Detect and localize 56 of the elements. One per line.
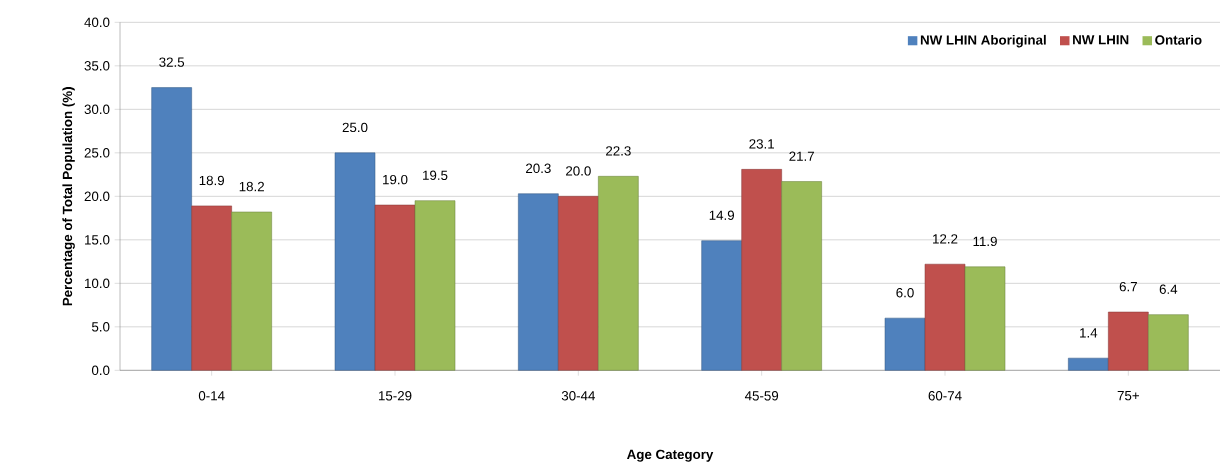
bar — [598, 176, 639, 371]
data-label: 20.0 — [566, 166, 591, 176]
x-tick-label: 75+ — [1117, 391, 1139, 401]
data-label: 22.3 — [606, 146, 631, 156]
y-tick-label: 35.0 — [84, 61, 110, 71]
data-label: 6.0 — [896, 287, 914, 298]
legend-label: NW LHIN — [1073, 35, 1129, 45]
y-tick-label: 0.0 — [91, 365, 110, 376]
bar — [781, 181, 822, 371]
x-tick-label: 15-29 — [378, 391, 412, 401]
bar — [884, 317, 926, 371]
y-tick-label: 25.0 — [84, 148, 110, 158]
data-label: 32.5 — [159, 57, 185, 67]
x-tick-label: 60-74 — [928, 391, 962, 401]
data-label: 20.3 — [526, 163, 551, 174]
y-axis-title: Percentage of Total Population (%) — [62, 87, 75, 306]
data-label: 6.4 — [1159, 284, 1178, 294]
bar — [334, 152, 376, 371]
x-tick-label: 0-14 — [198, 391, 225, 401]
bar — [191, 205, 232, 371]
bar — [414, 200, 456, 371]
x-axis-title: Age Category — [627, 449, 714, 462]
data-label: 18.2 — [239, 181, 264, 192]
bar — [558, 196, 599, 371]
bar — [151, 87, 192, 371]
bar — [374, 204, 416, 371]
bar — [1148, 314, 1189, 371]
bar — [1068, 357, 1109, 371]
data-label: 23.1 — [749, 139, 775, 149]
data-label: 21.7 — [789, 151, 814, 161]
y-tick-label: 20.0 — [84, 191, 110, 202]
data-label: 19.0 — [383, 174, 408, 185]
data-label: 25.0 — [342, 122, 368, 133]
legend-label: Ontario — [1155, 34, 1202, 45]
x-tick-label: 45-59 — [744, 391, 779, 401]
data-label: 19.5 — [423, 170, 448, 180]
bar — [1108, 311, 1149, 371]
y-tick-label: 30.0 — [84, 104, 110, 115]
data-label: 11.9 — [973, 236, 997, 247]
bar — [741, 169, 782, 371]
bar — [231, 211, 272, 371]
x-tick-label: 30-44 — [561, 391, 595, 401]
data-label: 18.9 — [199, 175, 225, 186]
bar — [924, 263, 966, 371]
y-tick-label: 15.0 — [85, 235, 110, 245]
legend-label: NW LHIN Aboriginal — [920, 34, 1046, 48]
data-label: 12.2 — [933, 234, 958, 244]
y-tick-label: 40.0 — [84, 17, 110, 28]
y-tick-label: 5.0 — [91, 322, 110, 332]
bar — [701, 240, 742, 371]
data-label: 6.7 — [1119, 281, 1137, 292]
bar — [964, 266, 1006, 371]
data-label: 14.9 — [709, 210, 735, 220]
bar — [518, 193, 559, 371]
y-tick-label: 10.0 — [85, 278, 110, 289]
data-label: 1.4 — [1080, 328, 1098, 338]
